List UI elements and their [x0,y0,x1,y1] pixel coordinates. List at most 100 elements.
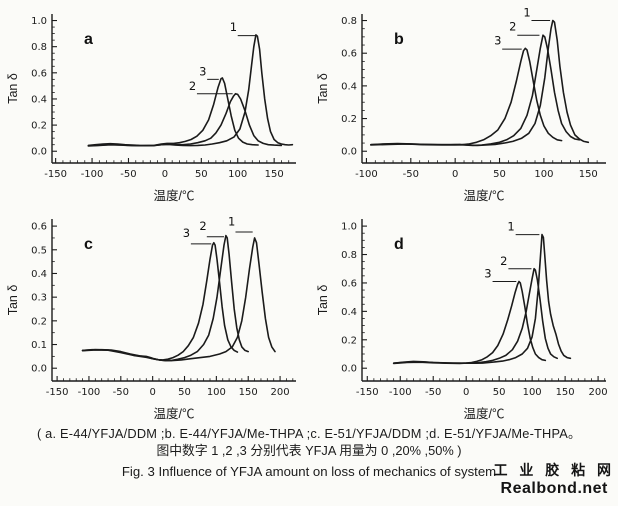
watermark-url: Realbond.net [500,480,608,497]
svg-text:150: 150 [556,387,575,398]
svg-text:-150: -150 [46,387,69,398]
subplot-row-top: -150 -100 -50 0 50 100 150 0.0 0.2 0.4 0.6 0.8 1.0 a 温… [0,0,618,205]
peak-label-3: 3 [484,267,491,281]
peak-label-2: 2 [189,79,196,93]
peak-label-1: 1 [523,5,530,19]
svg-text:-50: -50 [403,169,419,180]
svg-text:150: 150 [239,387,258,398]
svg-text:200: 200 [271,387,290,398]
svg-text:-50: -50 [425,387,441,398]
svg-text:-100: -100 [389,387,412,398]
curve-3 [87,77,259,147]
curve-2 [81,234,249,362]
subplot-a: -150 -100 -50 0 50 100 150 0.0 0.2 0.4 0.6 0.8 1.0 a 温… [6,14,296,203]
curve-3 [81,241,239,361]
svg-text:0.0: 0.0 [31,364,47,375]
peak-label-3: 3 [199,65,206,79]
svg-text:-150: -150 [44,169,67,180]
svg-text:50: 50 [178,387,191,398]
svg-text:100: 100 [207,387,226,398]
svg-text:0.2: 0.2 [341,335,357,346]
peak-label-2: 2 [199,219,206,233]
curve-3 [392,280,547,365]
svg-text:100: 100 [534,169,553,180]
figure-title: Fig. 3 Influence of YFJA amount on loss … [121,463,497,479]
svg-text:0.6: 0.6 [341,278,357,289]
y-axis-title: Tan δ [6,285,20,316]
subplot-row-bottom: -150 -100 -50 0 50 100 150 200 0.0 0.1 0.2 0.3 0.4 0.… [0,205,618,423]
svg-text:0.0: 0.0 [341,364,357,375]
panel-letter-c: c [84,236,93,253]
svg-text:0.1: 0.1 [31,340,47,351]
figure-caption: ( a. E-44/YFJA/DDM ;b. E-44/YFJA/Me-THPA… [0,425,618,480]
svg-text:-100: -100 [78,387,101,398]
x-axis-title: 温度/℃ [464,188,505,203]
y-axis-title: Tan δ [6,73,20,104]
svg-text:0.4: 0.4 [341,81,357,92]
panel-letter-a: a [84,31,93,48]
svg-text:100: 100 [228,169,247,180]
svg-text:0.6: 0.6 [31,68,47,79]
caption-line-systems: ( a. E-44/YFJA/DDM ;b. E-44/YFJA/Me-THPA… [36,426,582,441]
svg-text:150: 150 [579,169,598,180]
peak-label-1: 1 [228,215,235,229]
svg-text:0.5: 0.5 [31,245,47,256]
curve-3 [370,47,563,146]
svg-text:0.2: 0.2 [341,114,357,125]
subplot-b: -100 -50 0 50 100 150 0.0 0.2 0.4 0.6 0.8 b 温度/℃ Tan … [316,5,606,203]
curve-1 [81,237,276,362]
y-axis-title: Tan δ [316,73,330,104]
svg-text:0.0: 0.0 [341,147,357,158]
svg-text:-100: -100 [81,169,104,180]
svg-text:0: 0 [452,169,458,180]
x-axis-title: 温度/℃ [154,406,195,421]
svg-text:50: 50 [493,169,506,180]
panel-letter-d: d [394,236,404,253]
curve-2 [370,34,581,147]
peak-label-1: 1 [507,220,514,234]
svg-text:0.4: 0.4 [31,269,47,280]
watermark-chinese: 工 业 胶 粘 网 [493,462,615,478]
x-axis-title: 温度/℃ [154,188,195,203]
svg-text:0.8: 0.8 [341,16,357,27]
svg-text:-150: -150 [356,387,379,398]
svg-text:0.3: 0.3 [31,293,47,304]
subplot-d: -150 -100 -50 0 50 100 150 200 0.0 0.2 0.4 0.6 0.8 1.… [316,219,608,421]
svg-text:1.0: 1.0 [31,16,47,27]
subplot-c: -150 -100 -50 0 50 100 150 200 0.0 0.1 0.2 0.3 0.4 0.… [6,215,296,421]
svg-text:50: 50 [493,387,506,398]
svg-text:1.0: 1.0 [341,222,357,233]
svg-text:0: 0 [149,387,155,398]
caption-line-amounts: 图中数字 1 ,2 ,3 分别代表 YFJA 用量为 0 ,20% ,50% ) [156,443,462,459]
peak-label-1: 1 [230,20,237,34]
svg-text:0.4: 0.4 [31,94,47,105]
svg-text:0: 0 [463,387,469,398]
peak-label-3: 3 [183,226,190,240]
x-axis-title: 温度/℃ [464,406,505,421]
svg-text:100: 100 [523,387,542,398]
y-axis-title: Tan δ [316,285,330,316]
svg-text:-100: -100 [355,169,378,180]
peak-label-2: 2 [509,20,516,34]
svg-text:0.6: 0.6 [31,222,47,233]
svg-text:0: 0 [162,169,168,180]
peak-label-2: 2 [500,254,507,268]
svg-text:0.6: 0.6 [341,49,357,60]
watermark: 工 业 胶 粘 网 Realbond.net [493,460,615,498]
svg-text:0.8: 0.8 [341,250,357,261]
svg-text:150: 150 [265,169,284,180]
svg-text:0.2: 0.2 [31,316,47,327]
svg-text:0.4: 0.4 [341,307,357,318]
svg-text:0.8: 0.8 [31,42,47,53]
peak-label-3: 3 [494,34,501,48]
svg-text:0.2: 0.2 [31,121,47,132]
curve-1 [392,233,572,364]
svg-text:-50: -50 [113,387,129,398]
svg-text:0.0: 0.0 [31,147,47,158]
curve-2 [87,92,283,147]
svg-text:-50: -50 [120,169,136,180]
panel-letter-b: b [394,31,404,48]
svg-text:200: 200 [589,387,608,398]
svg-text:50: 50 [195,169,208,180]
